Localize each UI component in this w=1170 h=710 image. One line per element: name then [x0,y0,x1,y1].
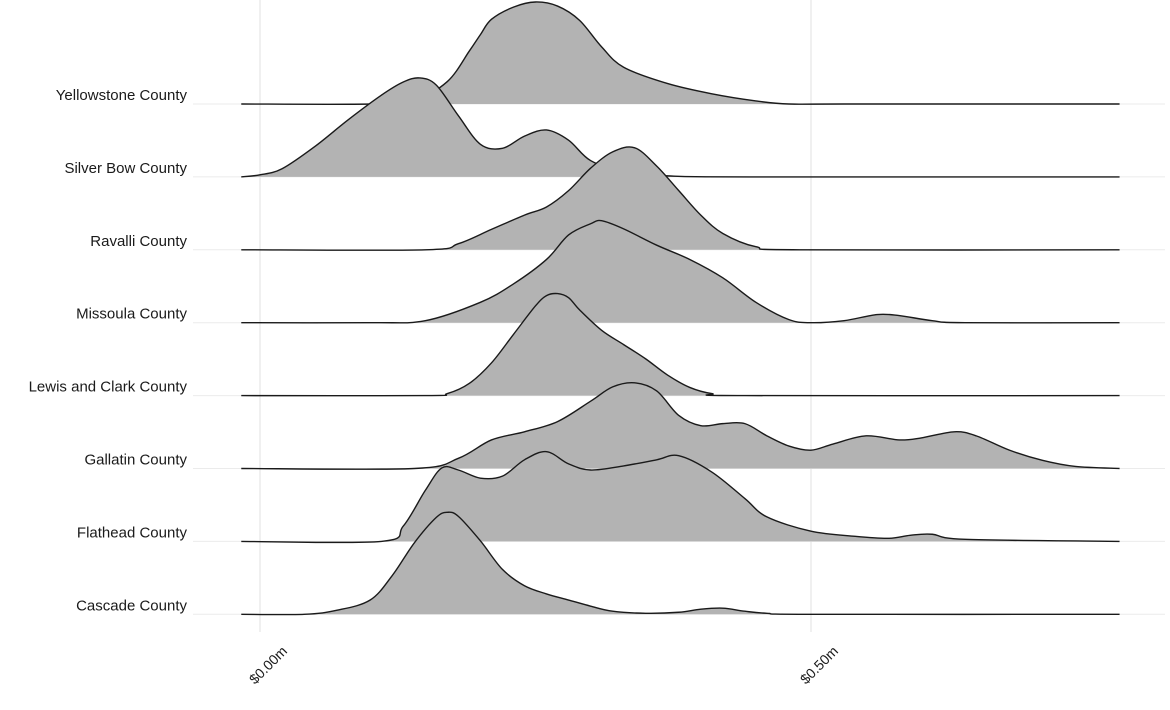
y-tick-label: Yellowstone County [56,87,188,104]
y-tick-label: Silver Bow County [64,160,187,177]
ridge-outline [241,77,1120,178]
ridge-outline [241,146,1120,251]
ridge-fill [241,512,1120,615]
ridge-outline [241,450,1120,544]
ridges [241,1,1120,616]
ridge-gallatin-county [241,381,1120,470]
y-tick-label: Cascade County [76,597,187,614]
x-axis-ticks: $0.00m $0.50m [246,643,841,687]
ridge-lewis-and-clark-county [241,292,1120,397]
y-tick-label: Flathead County [77,524,188,541]
ridge-fill [241,382,1120,470]
x-tick-label: $0.00m [246,643,290,687]
ridge-outline [241,1,1120,106]
ridge-cascade-county [241,511,1120,616]
ridge-outline [241,381,1120,470]
ridge-silver-bow-county [241,77,1120,178]
ridge-outline [241,219,1120,324]
x-tick-label: $0.50m [797,643,841,687]
ridge-outline [241,292,1120,397]
ridge-missoula-county [241,219,1120,324]
ridge-yellowstone-county [241,1,1120,106]
ridge-fill [241,1,1120,105]
ridge-fill [241,146,1120,251]
y-tick-label: Gallatin County [84,452,187,469]
y-tick-label: Missoula County [76,306,187,323]
ridge-fill [241,77,1120,177]
y-tick-label: Lewis and Clark County [29,379,188,396]
y-axis-labels: Yellowstone County Silver Bow County Raval… [29,87,188,614]
y-tick-label: Ravalli County [90,233,187,250]
ridge-outline [241,511,1120,616]
ridge-ravalli-county [241,146,1120,251]
ridge-fill [241,220,1120,323]
